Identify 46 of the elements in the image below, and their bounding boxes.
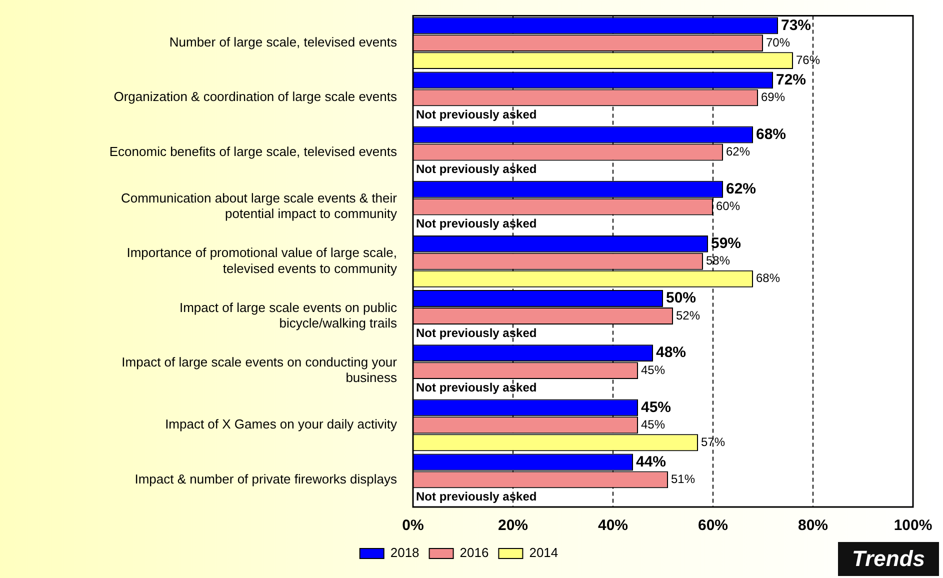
data-label: 45% [641, 362, 666, 377]
data-label: 48% [656, 344, 686, 362]
x-tick-label: 20% [498, 517, 528, 534]
y-tick-label: Impact & number of private fireworks displays [134, 471, 398, 486]
data-label: 73% [781, 16, 812, 34]
data-label: 57% [701, 434, 726, 449]
data-label: 68% [756, 271, 780, 286]
text: Trends [838, 542, 939, 576]
y-tick-label: Communication about large scale events & their potential impact to community [120, 190, 398, 222]
y-tick-label: Impact of large scale events on conducting your business [122, 354, 398, 385]
data-label: 58% [706, 254, 730, 268]
data-label: 70% [766, 35, 790, 50]
data-label: 69% [761, 90, 786, 104]
data-label: 44% [636, 453, 666, 470]
data-label: 52% [676, 308, 700, 322]
data-label: 50% [666, 290, 696, 307]
data-label: 60% [716, 199, 740, 214]
y-tick-label: Importance of promotional value of large scale, televised events to community [126, 245, 398, 276]
y-tick-label: Impact of X Games on your daily activity [165, 416, 398, 432]
x-tick-label: 60% [698, 517, 728, 534]
x-tick-label: 40% [598, 517, 628, 534]
y-tick-label: Economic benefits of large scale, televised events [109, 144, 398, 159]
data-label: 51% [671, 472, 696, 486]
data-label: 76% [796, 52, 820, 67]
data-label: 45% [641, 398, 672, 416]
legend-label: 2018 [390, 545, 420, 560]
data-label: 45% [641, 417, 666, 432]
text: Not previously asked [416, 162, 537, 176]
legend-label: 2016 [460, 545, 489, 560]
data-label: 72% [776, 71, 806, 88]
data-label: 68% [756, 126, 786, 143]
text: Not previously asked [416, 489, 537, 504]
x-tick-label: 80% [798, 517, 828, 534]
legend-label: 2014 [529, 545, 558, 560]
y-tick-label: Organization & coordination of large scale events [114, 89, 398, 104]
data-label: 62% [726, 180, 756, 198]
text: Not previously asked [416, 380, 537, 394]
x-tick-label: 100% [894, 517, 932, 534]
text: Not previously asked [416, 326, 537, 340]
y-tick-label: Impact of large scale events on public bicycle/walking trails [179, 300, 398, 330]
x-tick-label: 0% [402, 517, 424, 534]
y-tick-label: Number of large scale, televised events [169, 34, 398, 50]
data-label: 59% [711, 235, 742, 252]
text: Not previously asked [416, 216, 537, 231]
text: Not previously asked [416, 107, 537, 122]
data-label: 62% [726, 144, 750, 159]
